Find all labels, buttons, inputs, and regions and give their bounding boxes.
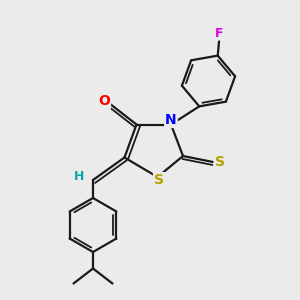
- Text: H: H: [74, 170, 85, 184]
- Text: S: S: [214, 155, 225, 169]
- Text: N: N: [165, 113, 177, 127]
- Text: O: O: [98, 94, 110, 108]
- Text: S: S: [154, 173, 164, 187]
- Text: F: F: [215, 27, 224, 40]
